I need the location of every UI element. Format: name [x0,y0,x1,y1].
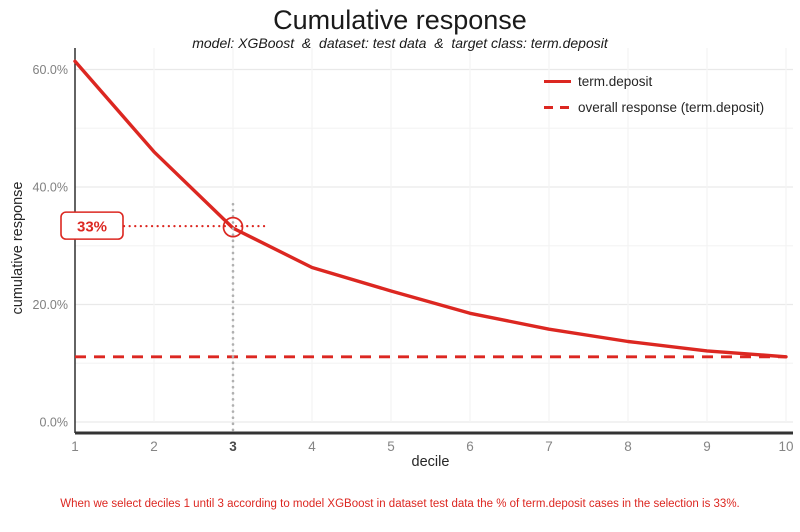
x-axis-title: decile [411,454,450,470]
chart-title: Cumulative response [273,5,527,35]
y-tick-label: 40.0% [33,181,68,195]
x-tick-label: 8 [624,439,632,454]
legend-item-term-deposit: term.deposit [544,74,764,89]
chart-caption: When we select deciles 1 until 3 accordi… [60,498,740,510]
x-tick-label: 9 [703,439,711,454]
legend-label: term.deposit [578,74,653,89]
y-tick-label: 0.0% [40,416,69,430]
x-tick-label: 7 [545,439,553,454]
x-tick-label: 4 [308,439,316,454]
y-tick-label: 20.0% [33,298,68,312]
dashed-line-key-icon [544,105,571,110]
x-tick-label: 6 [466,439,474,454]
legend-label: overall response (term.deposit) [578,100,765,115]
response-curve [73,59,788,359]
legend: term.deposit overall response (term.depo… [544,74,764,115]
plot-area: 33% 0.0% 20.0% 40.0% 60.0% 1 2 3 4 5 6 7 8 9 10 [33,48,794,454]
x-tick-label: 2 [150,439,158,454]
annotation-label: 33% [77,219,107,236]
annotation-label-box [60,211,124,240]
x-tick-label: 10 [778,439,793,454]
solid-line-key-icon [544,79,571,84]
chart-subtitle: model: XGBoost & dataset: test data & ta… [192,35,608,51]
annotation-circle-marker [222,216,244,238]
x-tick-label-highlighted: 3 [229,439,237,454]
x-tick-label: 5 [387,439,395,454]
y-tick-label: 60.0% [33,63,68,77]
x-tick-label: 1 [71,439,79,454]
y-axis-title: cumulative response [10,181,26,315]
legend-item-overall-response: overall response (term.deposit) [544,100,764,115]
